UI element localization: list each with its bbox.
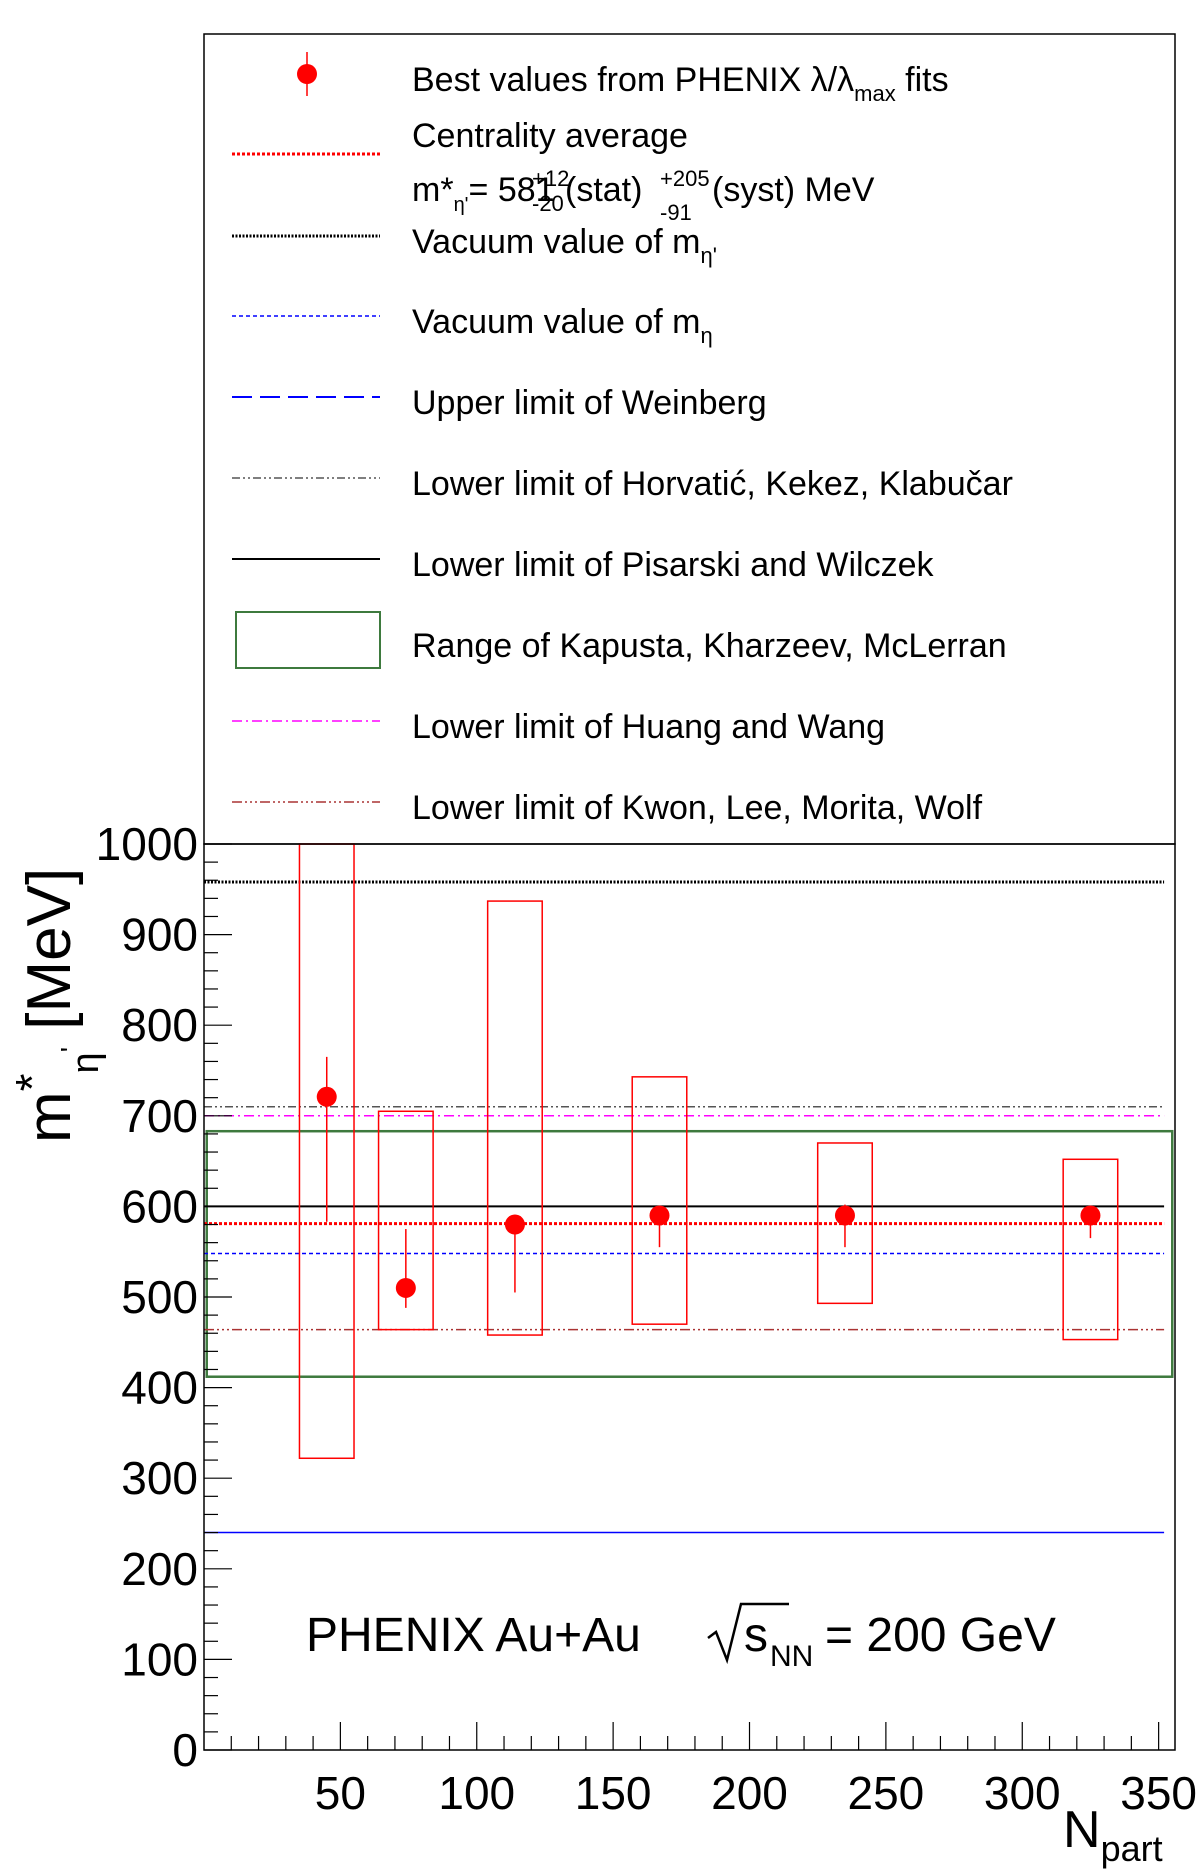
legend-label-weinberg: Upper limit of Weinberg xyxy=(412,384,767,422)
x-axis-title: Npart xyxy=(1063,1801,1163,1869)
legend-label-best: Best values from PHENIX λ/λmax fits xyxy=(412,61,949,106)
syst-box-2 xyxy=(486,900,543,1336)
legend-label-kapusta: Range of Kapusta, Kharzeev, McLerran xyxy=(412,627,1007,665)
systematic-boxes-layer xyxy=(298,843,1119,1460)
y-tick-label: 800 xyxy=(121,999,198,1051)
y-axis-title: m*η' [MeV] xyxy=(6,868,107,1143)
legend-box-kapusta xyxy=(235,611,381,669)
legend-label-huang: Lower limit of Huang and Wang xyxy=(412,708,885,746)
x-tick-label: 250 xyxy=(848,1767,925,1819)
legend-label-vacuum-eta-prime: Vacuum value of mη' xyxy=(412,223,717,268)
legend-label-centrality: Centrality average xyxy=(412,117,688,155)
x-tick-label: 300 xyxy=(984,1767,1061,1819)
x-tick-label: 350 xyxy=(1120,1767,1196,1819)
annotation-suffix: = 200 GeV xyxy=(825,1609,1056,1662)
y-tick-label: 100 xyxy=(121,1633,198,1685)
y-tick-label: 700 xyxy=(121,1090,198,1142)
x-tick-label: 100 xyxy=(438,1767,515,1819)
data-points-layer xyxy=(316,1056,1101,1308)
legend-box xyxy=(203,33,1176,845)
syst-box-5 xyxy=(1062,1158,1119,1341)
mass-value-syst-down: -91 xyxy=(660,200,692,225)
mass-value-main: m*η'= 581 xyxy=(412,171,555,216)
x-tick-label: 200 xyxy=(711,1767,788,1819)
data-point-3 xyxy=(649,1205,670,1226)
x-tick-label: 50 xyxy=(315,1767,366,1819)
y-tick-label: 0 xyxy=(172,1724,198,1776)
annotation-prefix: PHENIX Au+Au xyxy=(306,1609,641,1662)
data-point-5 xyxy=(1080,1205,1101,1226)
syst-box-4 xyxy=(816,1142,873,1305)
legend-label-mass-value: m*η'= 581 +12 -20 (stat) +205 -91 (syst)… xyxy=(412,166,875,225)
legend: Best values from PHENIX λ/λmax fits Cent… xyxy=(232,52,1013,827)
y-tick-label: 500 xyxy=(121,1271,198,1323)
legend-label-horvatic: Lower limit of Horvatić, Kekez, Klabučar xyxy=(412,465,1013,503)
y-tick-label: 900 xyxy=(121,909,198,961)
y-axis: 0 100 200 300 400 500 600 700 800 900 1000 xyxy=(96,818,232,1776)
mass-value-syst-up: +205 xyxy=(660,166,710,191)
x-tick-label: 150 xyxy=(575,1767,652,1819)
y-tick-label: 600 xyxy=(121,1180,198,1232)
syst-box-3 xyxy=(631,1076,688,1325)
y-tick-label: 400 xyxy=(121,1362,198,1414)
data-point-1 xyxy=(395,1277,416,1298)
sqrt-symbol xyxy=(707,1602,789,1665)
x-axis: 50 100 150 200 250 300 350 xyxy=(230,1722,1196,1819)
mass-value-syst-label: (syst) MeV xyxy=(712,171,875,209)
data-point-2 xyxy=(504,1214,525,1235)
y-tick-label: 200 xyxy=(121,1543,198,1595)
legend-label-vacuum-eta: Vacuum value of mη xyxy=(412,303,713,348)
collision-annotation: PHENIX Au+Au s NN = 200 GeV xyxy=(306,1602,1056,1673)
annotation-sqrt-sub: NN xyxy=(770,1640,813,1673)
y-tick-label: 300 xyxy=(121,1452,198,1504)
reference-lines-layer xyxy=(204,880,1165,1534)
mass-value-stat-down: -20 xyxy=(532,191,564,216)
legend-label-pisarski: Lower limit of Pisarski and Wilczek xyxy=(412,546,934,584)
data-point-0 xyxy=(316,1086,337,1107)
legend-marker-point xyxy=(297,64,317,84)
mass-value-stat-up: +12 xyxy=(532,166,569,191)
legend-label-kwon: Lower limit of Kwon, Lee, Morita, Wolf xyxy=(412,789,983,827)
syst-box-1 xyxy=(377,1110,434,1331)
y-axis-title-text: m*η' [MeV] xyxy=(6,868,107,1143)
mass-value-stat-label: (stat) xyxy=(565,171,642,209)
y-tick-label: 1000 xyxy=(96,818,198,870)
annotation-sqrt-base: s xyxy=(744,1609,768,1662)
data-point-4 xyxy=(834,1205,855,1226)
x-axis-title-text: Npart xyxy=(1063,1801,1163,1869)
